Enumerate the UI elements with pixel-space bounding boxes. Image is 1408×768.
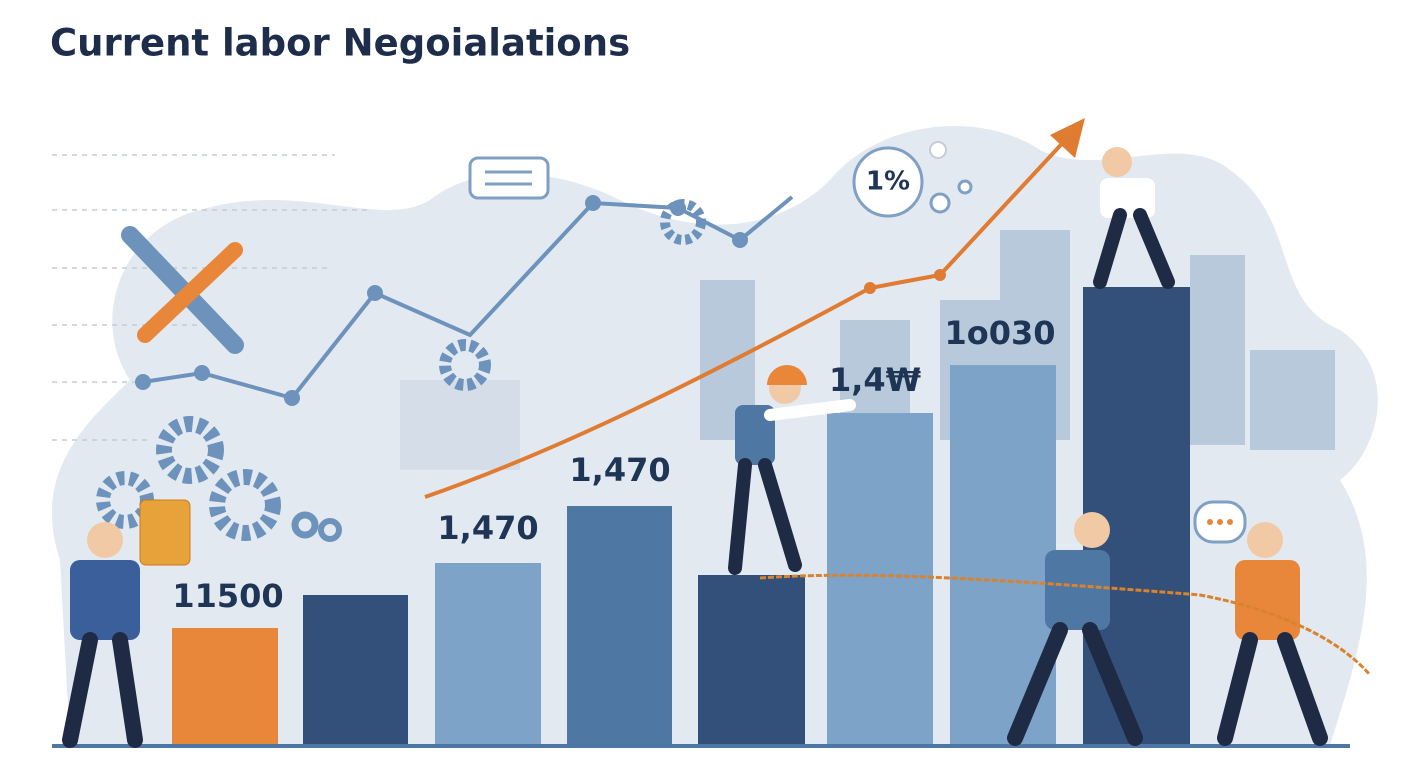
- bubble-text: 1%: [866, 167, 910, 197]
- trend-line: [142, 195, 794, 401]
- guide-lines: [52, 154, 370, 441]
- gears: [96, 199, 706, 542]
- bar-label: 1o030: [944, 314, 1055, 352]
- man-left: [62, 522, 143, 748]
- figures: [62, 147, 1328, 748]
- chat-dots: [1193, 500, 1247, 544]
- bar-label: 1,4₩: [829, 361, 921, 399]
- thought-bubble: 1%: [852, 141, 973, 218]
- wrenches: [121, 226, 244, 354]
- arrow-point: [864, 282, 876, 294]
- bar-label: 1,470: [569, 451, 670, 489]
- rope: [759, 573, 1372, 676]
- growth-arrow: [424, 133, 1072, 499]
- bar-label: 1,470: [437, 509, 538, 547]
- chat-icon: [468, 156, 550, 200]
- coins: [139, 499, 191, 566]
- arrow-head: [1050, 118, 1085, 158]
- man-orange: [1217, 522, 1328, 746]
- arrow-point: [934, 269, 946, 281]
- worker-on-bar: [728, 365, 856, 575]
- title: Current labor Negoialations: [50, 22, 630, 65]
- man-top: [1093, 147, 1175, 289]
- bar-label: 11500: [172, 577, 283, 615]
- man-rope: [1007, 512, 1143, 746]
